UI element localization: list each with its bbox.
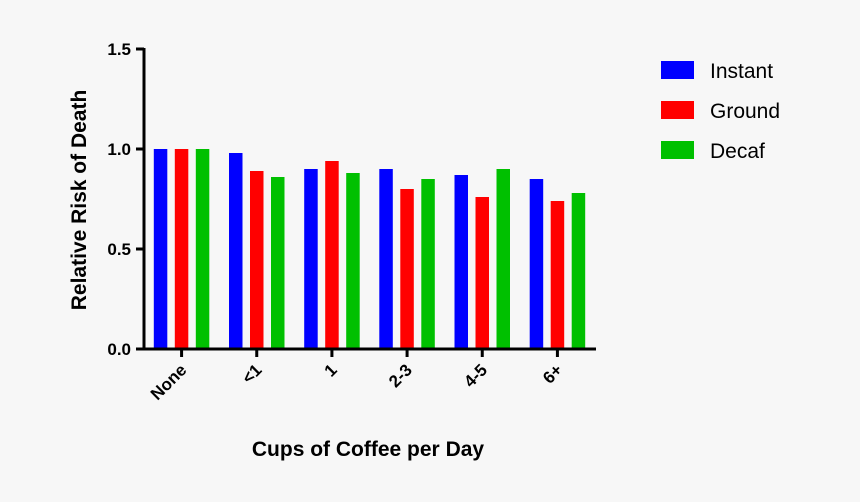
bar-ground-4	[475, 197, 489, 349]
x-axis-title: Cups of Coffee per Day	[252, 438, 485, 461]
bar-instant-5	[529, 179, 544, 349]
legend-swatch-instant	[661, 61, 694, 79]
bar-instant-3	[379, 169, 393, 349]
bar-instant-1	[229, 153, 243, 349]
bar-ground-3	[400, 189, 414, 349]
x-tick-label: 4-5	[460, 360, 491, 391]
y-tick-label: 1.5	[107, 40, 131, 59]
bar-instant-4	[454, 175, 468, 349]
legend-label-decaf: Decaf	[710, 140, 765, 163]
bar-decaf-4	[496, 169, 510, 349]
legend: Instant Ground Decaf	[661, 60, 780, 163]
y-axis-title: Relative Risk of Death	[68, 90, 91, 311]
x-tick-label: <1	[238, 360, 265, 387]
bar-ground-0	[174, 149, 189, 349]
bar-decaf-1	[271, 177, 285, 349]
bar-decaf-0	[195, 149, 210, 349]
x-tick-label: 2-3	[385, 360, 416, 391]
bar-instant-0	[153, 149, 168, 349]
y-ticks: 0.0 0.5 1.0 1.5	[107, 40, 144, 359]
bar-instant-2	[304, 169, 318, 349]
legend-swatch-decaf	[661, 141, 694, 159]
bars-group	[153, 149, 586, 349]
bar-ground-2	[325, 161, 339, 349]
x-ticks: None <1 1 2-3 4-5 6+	[147, 349, 566, 404]
bar-ground-1	[250, 171, 264, 349]
legend-label-ground: Ground	[710, 100, 780, 123]
y-tick-label: 0.0	[107, 340, 131, 359]
bar-ground-5	[550, 201, 565, 349]
legend-swatch-ground	[661, 101, 694, 119]
x-tick-label: 6+	[539, 360, 566, 387]
bar-decaf-2	[346, 173, 360, 349]
x-tick-label: None	[147, 360, 190, 403]
y-tick-label: 1.0	[107, 140, 131, 159]
bar-decaf-5	[571, 193, 586, 349]
x-tick-label: 1	[321, 360, 341, 380]
bar-decaf-3	[421, 179, 435, 349]
y-tick-label: 0.5	[107, 240, 131, 259]
legend-label-instant: Instant	[710, 60, 773, 83]
